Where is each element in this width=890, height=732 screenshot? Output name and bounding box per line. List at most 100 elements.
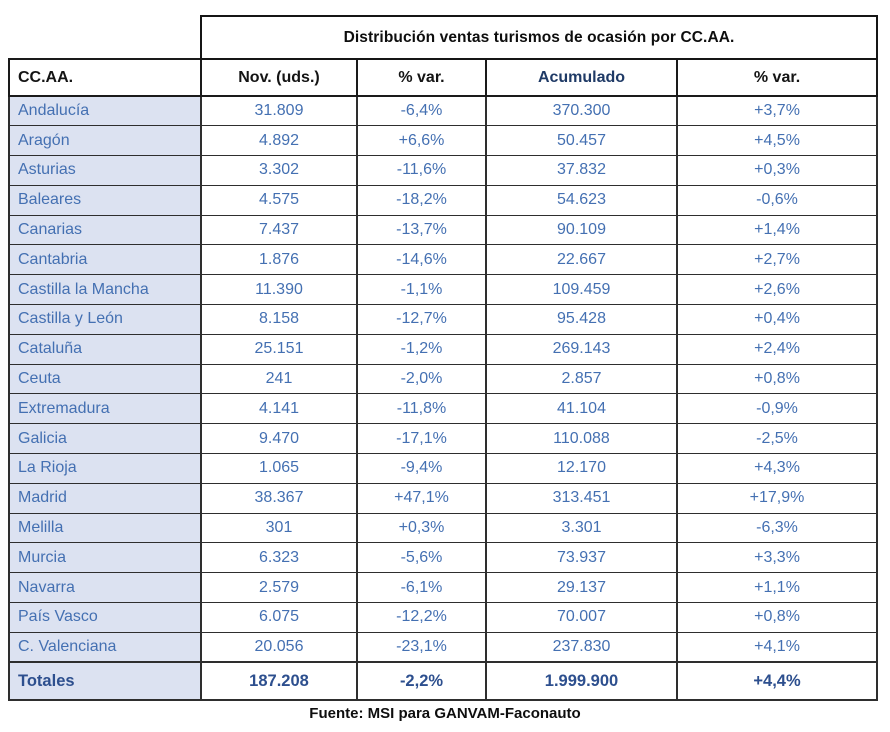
acum-var-cell: +2,4% (675, 333, 879, 365)
nov-units-cell: 7.437 (200, 214, 358, 246)
acum-var-cell: -2,5% (675, 423, 879, 455)
acumulado-cell: 313.451 (485, 482, 678, 514)
region-name-cell: Cataluña (8, 333, 202, 365)
acumulado-cell: 269.143 (485, 333, 678, 365)
acum-var-cell: +0,8% (675, 602, 879, 633)
table-row: País Vasco 6.075 -12,2% 70.007 +0,8% (8, 602, 879, 633)
region-name-cell: Ceuta (8, 363, 202, 395)
acumulado-cell: 3.301 (485, 512, 678, 544)
region-name-cell: Castilla la Mancha (8, 274, 202, 306)
totals-nov-units: 187.208 (200, 661, 358, 702)
corner-spacer (9, 16, 201, 59)
totals-acum-var: +4,4% (675, 661, 879, 702)
nov-var-cell: -14,6% (356, 244, 487, 276)
nov-units-cell: 4.141 (200, 393, 358, 425)
table-row: Madrid 38.367 +47,1% 313.451 +17,9% (8, 482, 879, 514)
acum-var-cell: +1,1% (675, 572, 879, 604)
nov-units-cell: 1.065 (200, 453, 358, 484)
acumulado-cell: 29.137 (485, 572, 678, 604)
table-row: C. Valenciana 20.056 -23,1% 237.830 +4,1… (8, 631, 879, 663)
region-name-cell: Navarra (8, 572, 202, 604)
acum-var-cell: +0,3% (675, 155, 879, 186)
acumulado-cell: 12.170 (485, 453, 678, 484)
acum-var-cell: +3,3% (675, 542, 879, 574)
acumulado-cell: 22.667 (485, 244, 678, 276)
acumulado-cell: 90.109 (485, 214, 678, 246)
acum-var-cell: +0,8% (675, 363, 879, 395)
region-name-cell: Melilla (8, 512, 202, 544)
table-row: Navarra 2.579 -6,1% 29.137 +1,1% (8, 572, 879, 604)
totals-nov-var: -2,2% (356, 661, 487, 702)
acum-var-cell: +17,9% (675, 482, 879, 514)
acum-var-cell: +4,5% (675, 125, 879, 157)
acum-var-cell: +2,7% (675, 244, 879, 276)
nov-units-cell: 6.323 (200, 542, 358, 574)
nov-var-cell: -2,0% (356, 363, 487, 395)
table-row: Cantabria 1.876 -14,6% 22.667 +2,7% (8, 244, 879, 276)
column-header-nov-units: Nov. (uds.) (200, 58, 358, 97)
region-name-cell: País Vasco (8, 602, 202, 633)
table-row: Ceuta 241 -2,0% 2.857 +0,8% (8, 363, 879, 395)
region-name-cell: C. Valenciana (8, 631, 202, 663)
header-row: CC.AA. Nov. (uds.) % var. Acumulado % va… (8, 58, 879, 97)
nov-units-cell: 20.056 (200, 631, 358, 663)
table-row: Castilla y León 8.158 -12,7% 95.428 +0,4… (8, 304, 879, 335)
source-note: Fuente: MSI para GANVAM-Faconauto (309, 705, 581, 722)
acum-var-cell: +0,4% (675, 304, 879, 335)
table-row: Baleares 4.575 -18,2% 54.623 -0,6% (8, 184, 879, 216)
nov-units-cell: 301 (200, 512, 358, 544)
region-name-cell: Madrid (8, 482, 202, 514)
table-row: Murcia 6.323 -5,6% 73.937 +3,3% (8, 542, 879, 574)
acumulado-cell: 2.857 (485, 363, 678, 395)
region-name-cell: Castilla y León (8, 304, 202, 335)
nov-units-cell: 3.302 (200, 155, 358, 186)
nov-var-cell: -13,7% (356, 214, 487, 246)
nov-var-cell: -6,1% (356, 572, 487, 604)
acum-var-cell: +4,1% (675, 631, 879, 663)
acum-var-cell: -0,9% (675, 393, 879, 425)
table-row: Aragón 4.892 +6,6% 50.457 +4,5% (8, 125, 879, 157)
column-header-ccaa: CC.AA. (8, 58, 202, 97)
region-name-cell: Andalucía (8, 95, 202, 127)
region-name-cell: Murcia (8, 542, 202, 574)
acumulado-cell: 50.457 (485, 125, 678, 157)
table-row: Asturias 3.302 -11,6% 37.832 +0,3% (8, 155, 879, 186)
region-name-cell: Canarias (8, 214, 202, 246)
acum-var-cell: +2,6% (675, 274, 879, 306)
nov-var-cell: -12,2% (356, 602, 487, 633)
table-row: La Rioja 1.065 -9,4% 12.170 +4,3% (8, 453, 879, 484)
nov-units-cell: 25.151 (200, 333, 358, 365)
table-row: Andalucía 31.809 -6,4% 370.300 +3,7% (8, 95, 879, 127)
table-row: Cataluña 25.151 -1,2% 269.143 +2,4% (8, 333, 879, 365)
totals-row: Totales 187.208 -2,2% 1.999.900 +4,4% (8, 661, 879, 702)
table-row: Castilla la Mancha 11.390 -1,1% 109.459 … (8, 274, 879, 306)
totals-label: Totales (8, 661, 202, 702)
nov-var-cell: -11,6% (356, 155, 487, 186)
nov-units-cell: 38.367 (200, 482, 358, 514)
nov-units-cell: 8.158 (200, 304, 358, 335)
region-name-cell: Extremadura (8, 393, 202, 425)
table-row: Melilla 301 +0,3% 3.301 -6,3% (8, 512, 879, 544)
nov-units-cell: 4.892 (200, 125, 358, 157)
table-row: Extremadura 4.141 -11,8% 41.104 -0,9% (8, 393, 879, 425)
region-name-cell: Baleares (8, 184, 202, 216)
acumulado-cell: 370.300 (485, 95, 678, 127)
region-name-cell: Aragón (8, 125, 202, 157)
table-body: Andalucía 31.809 -6,4% 370.300 +3,7% Ara… (8, 95, 879, 663)
acumulado-cell: 73.937 (485, 542, 678, 574)
table-title: Distribución ventas turismos de ocasión … (199, 15, 879, 60)
nov-var-cell: -5,6% (356, 542, 487, 574)
acumulado-cell: 109.459 (485, 274, 678, 306)
nov-var-cell: -11,8% (356, 393, 487, 425)
nov-var-cell: -18,2% (356, 184, 487, 216)
nov-var-cell: -6,4% (356, 95, 487, 127)
nov-var-cell: -1,2% (356, 333, 487, 365)
nov-units-cell: 9.470 (200, 423, 358, 455)
nov-var-cell: -17,1% (356, 423, 487, 455)
nov-var-cell: -23,1% (356, 631, 487, 663)
nov-units-cell: 6.075 (200, 602, 358, 633)
region-name-cell: Asturias (8, 155, 202, 186)
nov-var-cell: -9,4% (356, 453, 487, 484)
nov-var-cell: +0,3% (356, 512, 487, 544)
acum-var-cell: +4,3% (675, 453, 879, 484)
